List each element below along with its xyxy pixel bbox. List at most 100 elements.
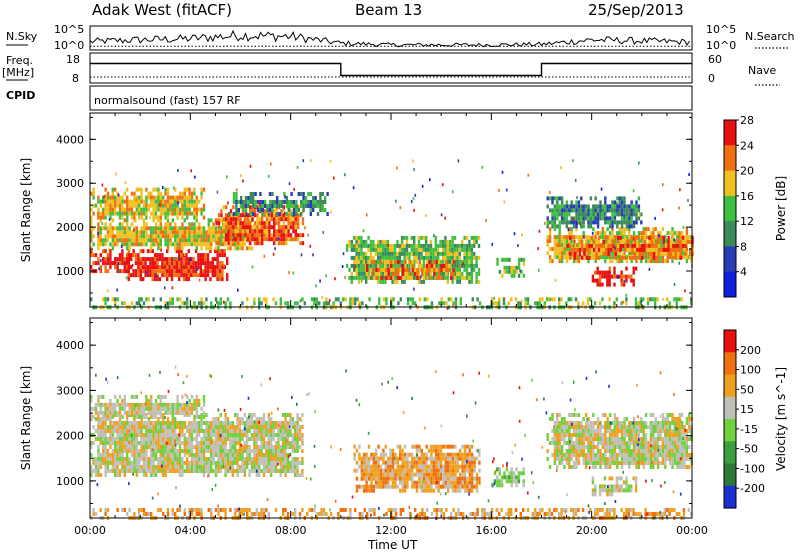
power-cell — [578, 243, 581, 248]
velocity-cell — [114, 437, 117, 441]
power-speckle — [117, 262, 120, 266]
power-cell — [216, 269, 219, 274]
power-cell — [114, 238, 117, 243]
power-cell — [433, 268, 436, 272]
power-cell — [94, 261, 98, 266]
power-cell — [453, 247, 457, 252]
velocity-cell — [260, 421, 263, 425]
power-cell — [256, 200, 260, 204]
power-cell — [652, 235, 655, 240]
velocity-cell — [282, 413, 285, 417]
power-cell — [620, 259, 624, 264]
power-cell — [104, 261, 107, 266]
velocity-cell — [183, 441, 186, 445]
power-cell — [198, 199, 201, 204]
velocity-cell — [282, 445, 285, 449]
power-cell — [425, 264, 429, 268]
power-cell — [470, 279, 473, 284]
velocity-cell — [114, 413, 117, 417]
power-cell — [144, 261, 147, 266]
power-cell — [246, 237, 249, 242]
velocity-cell — [181, 441, 184, 445]
velocity-cell — [164, 425, 167, 429]
velocity-cell — [176, 410, 179, 415]
power-cell — [685, 259, 689, 264]
power-cell — [465, 255, 469, 260]
power-cell — [297, 213, 300, 218]
power-cell — [435, 268, 438, 272]
velocity-cell — [157, 469, 160, 473]
power-cell — [519, 301, 522, 306]
velocity-cell — [277, 425, 280, 429]
velocity-cell — [164, 461, 167, 465]
velocity-cell — [231, 461, 234, 465]
power-cell — [222, 217, 225, 222]
power-cell — [606, 270, 609, 275]
power-cell — [473, 239, 476, 244]
velocity-cell — [152, 402, 155, 407]
power-speckle — [354, 265, 356, 269]
velocity-cell — [121, 429, 124, 433]
velocity-cell — [130, 410, 134, 415]
power-cell — [616, 255, 619, 260]
power-cell — [188, 238, 191, 243]
power-cell — [218, 249, 222, 254]
velocity-cell — [226, 421, 230, 425]
power-cell — [656, 231, 660, 236]
power-speckle — [237, 288, 239, 292]
power-cell — [162, 195, 165, 200]
power-cell — [280, 213, 283, 218]
power-cell — [592, 204, 595, 209]
power-cell — [618, 274, 621, 279]
power-cell — [558, 255, 561, 260]
power-cell — [587, 251, 590, 256]
power-cell — [282, 237, 285, 242]
power-cell — [451, 235, 454, 240]
power-cell — [414, 301, 417, 306]
power-speckle — [99, 269, 102, 273]
power-speckle — [333, 176, 335, 180]
velocity-cell — [224, 421, 227, 425]
power-cell — [142, 238, 146, 243]
power-cell — [99, 234, 102, 239]
power-cell — [235, 200, 238, 204]
power-cell — [401, 247, 404, 252]
power-cell — [104, 234, 107, 239]
power-cell — [422, 235, 425, 240]
velocity-cell — [111, 429, 114, 433]
power-cell — [324, 200, 327, 204]
velocity-cell — [262, 413, 266, 417]
power-cell — [111, 230, 114, 235]
power-cell — [256, 208, 260, 212]
power-cell — [551, 216, 554, 221]
velocity-cell — [262, 421, 266, 425]
velocity-cell — [138, 402, 141, 407]
power-cell — [548, 208, 552, 213]
power-cell — [219, 238, 222, 243]
power-cell — [411, 264, 414, 268]
power-cell — [138, 215, 141, 220]
power-cell — [597, 235, 601, 240]
velocity-cell — [289, 429, 292, 433]
power-cell — [671, 227, 674, 232]
power-cell — [178, 195, 182, 200]
power-cell — [602, 243, 605, 248]
power-cell — [111, 226, 114, 231]
power-cell — [175, 265, 178, 270]
power-cell — [495, 301, 498, 306]
power-cell — [152, 203, 155, 208]
power-cell — [556, 239, 559, 244]
power-cell — [403, 279, 406, 284]
power-cell — [294, 233, 297, 238]
power-cell — [553, 297, 556, 302]
velocity-cell — [265, 461, 268, 465]
power-cell — [226, 277, 229, 282]
power-cell — [109, 253, 112, 258]
velocity-cell — [99, 402, 102, 407]
power-cell — [128, 226, 131, 231]
velocity-cell — [104, 417, 107, 421]
velocity-cell — [212, 469, 215, 473]
power-cell — [418, 297, 422, 302]
power-speckle — [623, 279, 626, 283]
